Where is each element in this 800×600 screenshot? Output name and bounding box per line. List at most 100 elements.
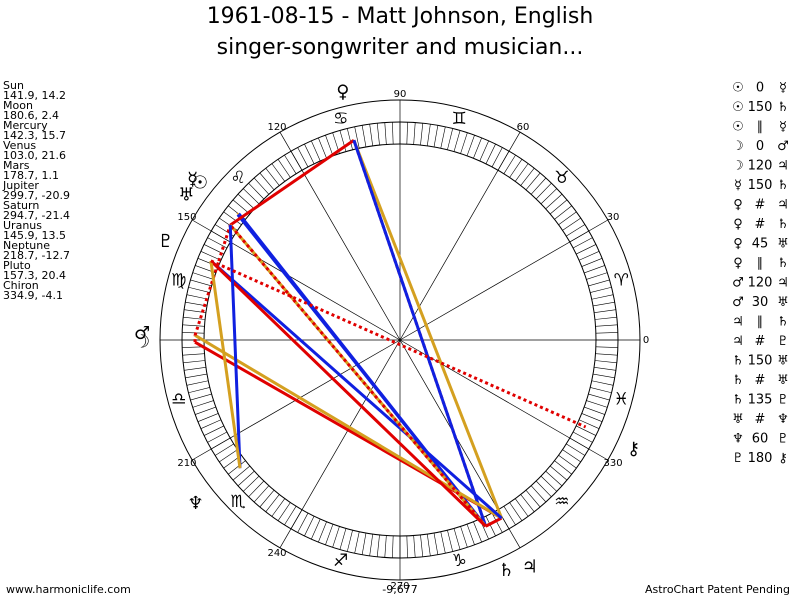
aspect-to: ♄ [777, 178, 789, 193]
band-tick [186, 380, 209, 386]
aspect-to: ♃ [777, 198, 789, 213]
band-tick [242, 188, 260, 205]
band-tick [520, 168, 535, 186]
planet-name: Saturn [3, 199, 39, 212]
band-tick [253, 177, 270, 195]
band-tick [584, 406, 605, 415]
band-tick [535, 182, 552, 200]
aspect-type: # [755, 373, 766, 388]
band-tick [540, 188, 558, 205]
band-tick [192, 272, 214, 280]
band-tick [406, 122, 408, 145]
band-tick [595, 332, 618, 334]
aspect-line [194, 334, 503, 520]
planet-name: Chiron [3, 279, 39, 292]
band-tick [304, 516, 315, 537]
degree-label: 30 [607, 212, 620, 223]
aspect-type: 45 [752, 237, 769, 252]
degree-label: 150 [177, 212, 196, 223]
spoke [399, 339, 609, 461]
band-tick [311, 518, 321, 540]
zodiac-sign: ♈ [614, 271, 629, 291]
planet-coords: 142.3, 15.7 [3, 129, 66, 142]
planet-name: Moon [3, 99, 33, 112]
aspect-from: ♄ [732, 393, 744, 408]
band-tick [514, 163, 529, 182]
band-tick [185, 373, 208, 379]
aspect-type: 150 [748, 354, 773, 369]
band-tick [207, 431, 228, 443]
title: singer-songwriter and musician... [217, 35, 584, 60]
planet-name: Venus [3, 139, 36, 152]
aspect-line [229, 224, 487, 528]
band-tick [259, 172, 275, 191]
zodiac-sign: ♎ [171, 389, 186, 409]
band-tick [207, 237, 228, 249]
band-tick [433, 532, 439, 555]
band-tick [592, 301, 615, 307]
band-tick [509, 159, 523, 178]
zodiac-sign: ♋ [333, 109, 348, 129]
band-tick [562, 217, 581, 231]
band-tick [237, 470, 255, 487]
band-tick [584, 265, 605, 274]
band-tick [325, 135, 334, 156]
planet-name: Mars [3, 159, 30, 172]
band-tick [186, 294, 209, 300]
band-tick [392, 122, 394, 145]
band-tick [339, 528, 347, 550]
aspect-from: ♀ [733, 217, 743, 232]
zodiac-sign: ♏ [230, 492, 245, 512]
aspect-from: ♆ [732, 432, 744, 447]
band-tick [384, 535, 387, 558]
band-tick [566, 443, 586, 456]
band-tick [554, 205, 572, 220]
aspect-from: ♂ [732, 276, 744, 291]
planet-glyph: ♃ [522, 557, 538, 578]
band-tick [332, 526, 340, 548]
aspect-type: 135 [748, 393, 773, 408]
band-tick [595, 324, 618, 327]
band-tick [197, 413, 219, 422]
band-tick [586, 272, 608, 280]
planet-glyph: ☽ [134, 332, 150, 353]
aspect-line [236, 212, 240, 216]
band-tick [503, 506, 516, 526]
zodiac-sign: ♉ [554, 168, 569, 188]
aspect-type: # [755, 334, 766, 349]
band-tick [473, 521, 482, 543]
band-tick [588, 279, 610, 287]
planet-glyph: ☉ [192, 172, 208, 193]
band-tick [473, 137, 482, 159]
band-tick [228, 460, 246, 475]
aspect-to: ♅ [777, 373, 789, 388]
aspect-type: 0 [756, 139, 764, 154]
spoke [279, 131, 401, 341]
band-tick [566, 224, 586, 237]
band-tick [572, 431, 593, 443]
planet-coords: 334.9, -4.1 [3, 289, 63, 302]
band-tick [223, 211, 242, 226]
band-tick [572, 237, 593, 249]
band-tick [190, 393, 212, 401]
band-tick [594, 309, 616, 314]
band-tick [453, 130, 461, 152]
band-tick [182, 324, 205, 327]
aspect-to: ♅ [777, 295, 789, 310]
band-tick [304, 143, 315, 164]
aspect-to: ☿ [779, 120, 787, 135]
aspect-to: ♃ [777, 159, 789, 174]
band-tick [578, 251, 600, 261]
aspect-line [229, 139, 355, 227]
band-tick [284, 154, 297, 174]
band-tick [242, 475, 260, 492]
band-tick [530, 485, 547, 503]
aspect-to: ♄ [777, 217, 789, 232]
planet-glyph: ☿ [187, 169, 198, 190]
band-tick [530, 177, 547, 195]
band-tick [558, 454, 577, 469]
band-tick [466, 135, 475, 156]
aspect-type: ∥ [757, 256, 764, 271]
spoke [399, 219, 609, 341]
